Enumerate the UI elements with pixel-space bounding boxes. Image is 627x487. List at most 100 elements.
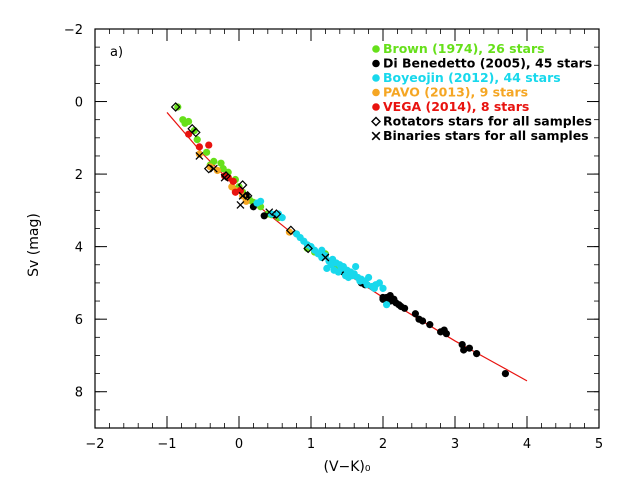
binary-x-stroke <box>236 200 245 209</box>
legend-diamond-marker <box>371 116 381 127</box>
legend-entry-binaries: Binaries stars for all samples <box>383 128 589 143</box>
axis-ticks-layer: −2 −1 0 1 2 3 4 5 −2 0 2 4 6 8 <box>64 23 603 452</box>
point-boyeojin <box>323 264 331 272</box>
point-boyeojin <box>375 279 383 287</box>
x-tick-label: 2 <box>379 437 387 452</box>
x-tick-label: 5 <box>595 437 603 452</box>
point-brown <box>193 136 201 144</box>
point-boyeojin <box>379 284 387 292</box>
rotator-diamond-marker <box>190 127 201 138</box>
legend-entry-rotators: Rotators stars for all samples <box>383 114 592 129</box>
fit-line <box>166 112 528 382</box>
binary-x-marker <box>220 173 229 182</box>
binary-x-stroke <box>321 253 330 262</box>
point-di <box>442 330 450 338</box>
legend-marker <box>372 88 380 97</box>
rotator-diamond-marker <box>203 163 214 174</box>
x-tick-label: 1 <box>307 437 315 452</box>
x-tick-label: 0 <box>235 437 243 452</box>
y-tick-label: 2 <box>75 168 83 183</box>
point-di <box>379 293 387 302</box>
binary-x-stroke <box>220 173 229 182</box>
binary-x-marker <box>265 208 274 217</box>
y-tick-label: 4 <box>75 241 83 256</box>
binary-x-stroke <box>265 208 274 217</box>
binary-x-marker <box>236 200 245 209</box>
x-axis-label: (V−K)₀ <box>323 459 370 475</box>
point-di <box>419 317 427 325</box>
point-vega <box>229 177 237 185</box>
point-di <box>501 369 509 378</box>
point-di <box>411 310 419 318</box>
point-boyeojin <box>352 262 360 271</box>
point-di <box>458 340 466 349</box>
y-axis-label: Sv (mag) <box>26 213 42 277</box>
binary-x-marker <box>321 253 330 262</box>
panel-label: a) <box>110 45 123 60</box>
rotator-diamond-marker <box>271 209 282 219</box>
binary-x-marker <box>195 151 204 160</box>
point-boyeojin <box>365 273 373 282</box>
legend-marker <box>372 103 380 111</box>
x-tick-label: −1 <box>157 437 176 452</box>
point-vega <box>185 130 193 138</box>
point-di <box>426 321 434 329</box>
point-brown <box>174 103 182 111</box>
legend-entry: Brown (1974), 26 stars <box>383 41 545 56</box>
point-boyeojin <box>363 281 371 289</box>
binary-x-marker <box>238 191 247 200</box>
legend-entry: Boyeojin (2012), 44 stars <box>383 70 561 85</box>
point-vega <box>205 141 213 149</box>
point-di <box>401 304 409 312</box>
point-brown <box>185 117 193 126</box>
point-boyeojin <box>383 301 391 309</box>
point-boyeojin <box>334 268 342 276</box>
x-tick-label: 3 <box>451 437 459 452</box>
fit-line-layer <box>166 112 528 382</box>
binary-x-marker <box>209 164 218 173</box>
rotator-diamond-marker <box>237 180 248 190</box>
point-di <box>473 350 481 358</box>
y-tick-label: 8 <box>75 386 83 401</box>
binary-x-stroke <box>195 151 204 160</box>
point-pavo <box>195 150 203 158</box>
point-vega <box>195 143 203 151</box>
rotator-diamond-marker <box>170 102 181 112</box>
point-brown <box>210 157 218 165</box>
y-tick-label: 0 <box>75 96 83 111</box>
rotator-diamond-marker <box>242 191 253 201</box>
legend-x-marker <box>371 131 381 141</box>
point-boyeojin <box>344 273 353 282</box>
legend-marker <box>372 45 380 53</box>
point-boyeojin <box>370 284 378 292</box>
point-pavo <box>213 166 221 175</box>
x-tick-label: −2 <box>85 437 104 452</box>
binary-x-stroke <box>209 164 218 173</box>
point-di <box>260 212 268 220</box>
legend-entry: Di Benedetto (2005), 45 stars <box>383 56 592 71</box>
point-di <box>460 346 468 354</box>
legend-entry: VEGA (2014), 8 stars <box>383 99 529 114</box>
point-brown <box>203 148 211 156</box>
x-tick-label: 4 <box>523 437 531 452</box>
point-brown <box>219 165 227 173</box>
point-boyeojin <box>356 277 364 285</box>
legend-marker <box>372 59 380 68</box>
point-boyeojin <box>321 252 329 260</box>
y-tick-label: 6 <box>75 313 83 328</box>
legend-entry: PAVO (2013), 9 stars <box>383 85 528 100</box>
data-points-layer <box>170 102 509 378</box>
point-di <box>386 292 394 300</box>
rotator-diamond-marker <box>303 243 313 254</box>
rotator-diamond-marker <box>285 225 296 236</box>
y-tick-label: −2 <box>64 23 83 38</box>
legend-marker <box>372 74 380 82</box>
point-boyeojin <box>318 246 326 254</box>
binary-x-stroke <box>238 191 247 200</box>
point-di <box>465 344 473 352</box>
point-boyeojin <box>278 214 286 222</box>
point-boyeojin <box>257 197 265 205</box>
